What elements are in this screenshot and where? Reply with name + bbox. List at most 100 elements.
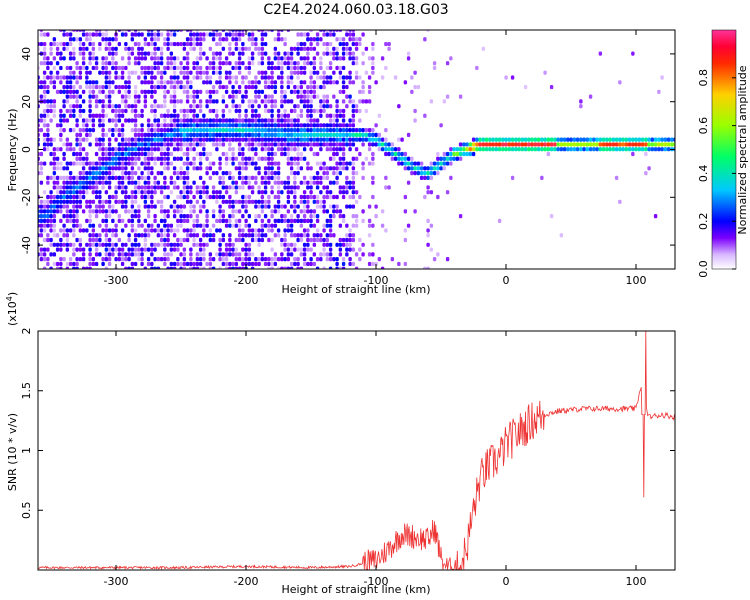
spectrogram-cell <box>68 142 73 147</box>
spectrogram-cell <box>65 247 70 252</box>
spectrogram-cell <box>143 199 148 204</box>
spectrogram-cell <box>153 142 157 147</box>
spectrogram-cell <box>182 252 187 257</box>
spectrogram-cell <box>198 194 203 200</box>
spectrogram-cell <box>371 261 375 267</box>
spectrogram-cell <box>91 257 96 262</box>
spectrogram-cell <box>42 266 47 269</box>
spectrogram-cell <box>211 185 216 190</box>
spectrogram-cell <box>218 257 222 262</box>
spectrogram-cell <box>98 223 102 228</box>
spectrogram-cell <box>205 99 209 104</box>
spectrogram-cell <box>39 218 44 224</box>
spectrogram-cell <box>410 161 414 166</box>
spectrogram-cell <box>107 204 112 209</box>
spectrogram-cell <box>250 84 255 90</box>
x-tick-label: 0 <box>503 274 510 287</box>
spectrogram-cell <box>250 104 255 109</box>
spectrogram-cell <box>270 61 274 66</box>
spectrogram-cell <box>221 137 226 142</box>
spectrogram-cell <box>159 142 164 147</box>
spectrogram-cell <box>153 161 157 166</box>
spectrogram-cell <box>39 166 44 171</box>
spectrogram-cell <box>169 84 174 90</box>
spectrogram-cell <box>218 204 222 209</box>
spectrogram-cell <box>169 118 174 123</box>
spectrogram-cell <box>159 147 164 152</box>
spectrogram-cell <box>127 247 131 252</box>
spectrogram-cell <box>59 175 63 180</box>
spectrogram-cell <box>42 118 47 123</box>
spectrogram-cell <box>159 80 164 85</box>
spectrogram-cell <box>315 108 320 114</box>
spectrogram-cell <box>46 137 50 142</box>
spectrogram-cell <box>270 132 274 137</box>
spectrogram-cell <box>267 75 271 80</box>
spectrogram-cell <box>215 113 219 118</box>
spectrogram-cell <box>231 137 235 142</box>
spectrogram-cell <box>306 94 310 99</box>
spectrogram-cell <box>348 261 352 267</box>
spectrogram-cell <box>280 70 284 75</box>
spectrogram-cell <box>260 61 265 66</box>
spectrogram-cell <box>192 75 196 80</box>
spectrogram-cell <box>182 75 187 80</box>
spectrogram-cell <box>351 233 356 238</box>
spectrogram-cell <box>179 137 183 142</box>
spectrogram-cell <box>302 228 307 233</box>
spectrogram-cell <box>98 209 102 214</box>
spectrogram-cell <box>228 237 232 243</box>
spectrogram-cell <box>153 99 157 104</box>
spectrogram-cell <box>520 137 525 142</box>
spectrogram-cell <box>507 137 512 142</box>
spectrogram-cell <box>156 199 161 204</box>
spectrogram-cell <box>309 132 313 137</box>
spectrogram-cell <box>46 65 50 71</box>
spectrogram-cell <box>146 223 151 228</box>
spectrogram-cell <box>49 70 53 75</box>
spectrogram-cell <box>241 228 245 233</box>
spectrogram-cell <box>78 37 83 42</box>
spectrogram-cell <box>85 218 89 224</box>
spectrogram-cell <box>618 199 622 204</box>
spectrogram-cell <box>42 32 47 37</box>
spectrogram-cell <box>221 61 226 66</box>
spectrogram-cell <box>182 142 187 147</box>
spectrogram-cell <box>338 132 343 137</box>
spectrogram-cell <box>234 190 239 195</box>
spectrogram-cell <box>72 104 76 109</box>
spectrogram-cell <box>117 218 122 224</box>
spectrogram-cell <box>208 75 213 80</box>
spectrogram-cell <box>78 113 83 118</box>
spectrogram-cell <box>436 194 440 200</box>
spectrogram-cell <box>85 228 89 233</box>
spectrogram-cell <box>650 137 655 142</box>
spectrogram-cell <box>62 151 66 157</box>
spectrogram-cell <box>205 89 209 94</box>
spectrogram-cell <box>325 46 330 51</box>
spectrogram-cell <box>205 70 209 75</box>
spectrogram-cell <box>88 199 92 204</box>
spectrogram-cell <box>78 104 83 109</box>
spectrogram-cell <box>306 127 310 133</box>
spectrogram-cell <box>195 190 200 195</box>
spectrogram-cell <box>237 237 242 243</box>
spectrogram-cell <box>98 113 102 118</box>
spectrogram-cell <box>276 147 281 152</box>
spectrogram-cell <box>49 228 53 233</box>
spectrogram-cell <box>514 142 518 147</box>
spectrogram-cell <box>221 94 226 99</box>
spectrogram-cell <box>78 185 83 190</box>
spectrogram-cell <box>137 99 141 104</box>
spectrogram-cell <box>296 84 300 90</box>
spectrogram-cell <box>211 132 216 137</box>
spectrogram-cell <box>111 252 115 257</box>
spectrogram-cell <box>140 151 144 157</box>
spectrogram-cell <box>273 132 278 137</box>
spectrogram-cell <box>234 75 239 80</box>
spectrogram-cell <box>101 204 105 209</box>
spectrogram-cell <box>39 118 44 123</box>
spectrogram-cell <box>163 228 167 233</box>
spectrogram-cell <box>283 257 287 262</box>
spectrogram-cell <box>88 142 92 147</box>
